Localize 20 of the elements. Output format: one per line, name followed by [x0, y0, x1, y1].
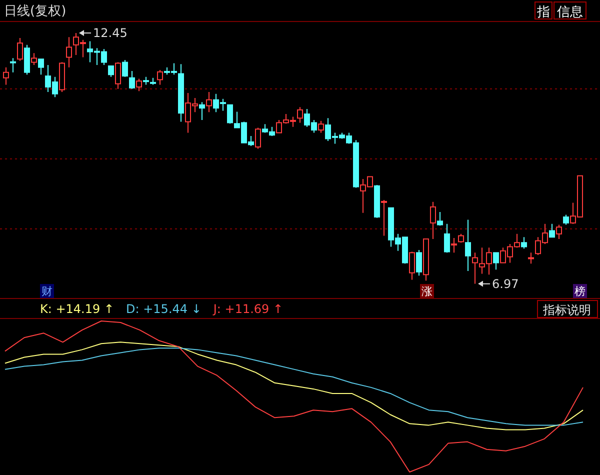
annotation: 6.97 [492, 276, 519, 291]
candlestick [430, 201, 436, 240]
candlestick [66, 36, 72, 68]
text: 信息 [557, 5, 583, 20]
candlestick [465, 219, 471, 272]
candlestick [178, 64, 184, 122]
annotation: 榜 [574, 285, 586, 298]
candlestick [451, 238, 457, 254]
text: K: +14.19 ↑ [40, 302, 114, 316]
text: 指标说明 [542, 303, 591, 317]
text: J: +11.69 ↑ [212, 302, 284, 316]
candlestick [528, 252, 534, 264]
candlestick [199, 102, 205, 120]
annotation: 12.45 [93, 26, 128, 40]
chart-title: 日线(复权) [4, 4, 66, 19]
annotation: 涨 [422, 285, 432, 298]
annotation: 财 [42, 285, 52, 298]
text: D: +15.44 ↓ [126, 302, 202, 316]
text: 指 [536, 5, 550, 20]
candlestick [10, 58, 16, 73]
